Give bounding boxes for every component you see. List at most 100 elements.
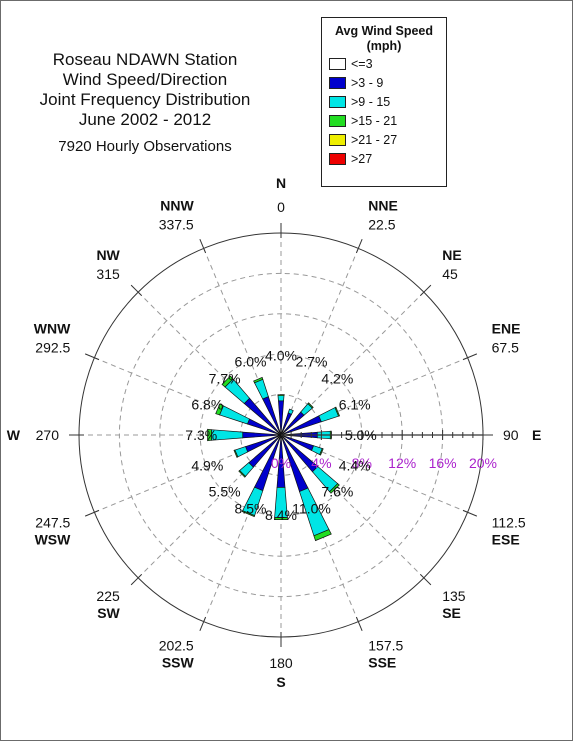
legend-label: >27 — [351, 151, 373, 166]
legend-label: >9 - 15 — [351, 94, 391, 109]
legend-swatch — [329, 57, 346, 70]
radial-tick-label: 20% — [469, 455, 497, 471]
petal-segment — [253, 376, 264, 384]
direction-abbr-label: WSW — [35, 531, 72, 547]
legend-item: >21 - 27 — [329, 130, 446, 149]
direction-percent-label: 2.7% — [296, 353, 328, 369]
direction-percent-label: 6.0% — [235, 353, 267, 369]
petal-segment — [329, 483, 340, 494]
legend-swatch — [329, 95, 346, 108]
legend-swatch — [329, 133, 346, 146]
wind-petals — [207, 375, 341, 542]
outer-tick — [199, 616, 207, 632]
outer-tick — [130, 284, 143, 297]
legend-label: >21 - 27 — [351, 132, 398, 147]
direction-percent-label: 7.7% — [209, 371, 241, 387]
direction-abbr-label: SE — [442, 605, 461, 621]
direction-degree-label: 0 — [277, 199, 285, 215]
legend-item: >3 - 9 — [329, 73, 446, 92]
legend-swatch — [329, 152, 346, 165]
direction-labels: 0 N 4.0% 22.5 NNE 2.7% 45 NE 4.2% 67.5 ENE 6.1% 90 E 5… — [7, 175, 542, 690]
legend-title-line-2: (mph) — [366, 39, 402, 53]
petal-segment — [277, 395, 285, 402]
legend-items: <=3 >3 - 9 >9 - 15 >15 - 21 >21 - 27 >27 — [322, 54, 446, 168]
legend-swatch — [329, 76, 346, 89]
direction-abbr-label: ENE — [492, 321, 521, 337]
petal-segment — [207, 428, 212, 442]
legend-label: >3 - 9 — [351, 75, 384, 90]
direction-abbr-label: NW — [96, 247, 120, 263]
direction-abbr-label: S — [276, 674, 285, 690]
radial-tick-label: 4% — [311, 455, 331, 471]
outer-tick — [84, 509, 100, 517]
direction-percent-label: 7.6% — [321, 483, 353, 499]
title-line-1: Roseau NDAWN Station — [52, 50, 238, 69]
petal-segment — [307, 402, 314, 409]
title-line-4: June 2002 - 2012 — [78, 110, 212, 129]
legend-title: Avg Wind Speed (mph) — [322, 24, 446, 54]
direction-degree-label: 337.5 — [159, 216, 194, 232]
petal-segment — [215, 403, 224, 416]
direction-degree-label: 45 — [442, 266, 458, 282]
petal-segment — [313, 529, 332, 542]
direction-degree-label: 22.5 — [368, 216, 395, 232]
radial-tick-label: 12% — [388, 455, 416, 471]
legend-label: <=3 — [351, 56, 373, 71]
direction-abbr-label: E — [532, 427, 541, 443]
direction-degree-label: 180 — [269, 655, 293, 671]
outer-tick — [199, 238, 207, 254]
direction-percent-label: 8.5% — [235, 501, 267, 517]
outer-tick — [130, 573, 143, 586]
outer-tick — [462, 353, 478, 361]
radial-axis: 0% 4% 8% 12% 16% 20% — [271, 430, 497, 471]
outer-tick — [84, 353, 100, 361]
direction-abbr-label: ESE — [492, 531, 520, 547]
title-line-3: Joint Frequency Distribution — [39, 90, 251, 109]
legend-item: >9 - 15 — [329, 92, 446, 111]
petal-segment — [277, 394, 285, 397]
direction-degree-label: 247.5 — [35, 514, 70, 530]
title-line-2: Wind Speed/Direction — [62, 70, 228, 89]
direction-percent-label: 11.0% — [292, 501, 331, 517]
outer-tick — [355, 616, 363, 632]
direction-percent-label: 5.5% — [209, 483, 241, 499]
chart-title: Roseau NDAWN Station Wind Speed/Directio… — [14, 50, 276, 157]
direction-degree-label: 157.5 — [368, 638, 403, 654]
legend-swatch — [329, 114, 346, 127]
direction-abbr-label: SW — [97, 605, 120, 621]
petal-segment — [241, 510, 256, 518]
petal-segment — [221, 375, 234, 388]
direction-percent-label: 8.4% — [265, 507, 297, 523]
radial-tick-label: 16% — [429, 455, 457, 471]
direction-degree-label: 225 — [96, 588, 120, 604]
petal-segment — [274, 517, 288, 520]
direction-degree-label: 315 — [96, 266, 120, 282]
direction-percent-label: 6.1% — [339, 396, 371, 412]
direction-degree-label: 67.5 — [492, 340, 519, 356]
direction-abbr-label: NE — [442, 247, 461, 263]
petal-segment — [233, 449, 239, 458]
direction-degree-label: 112.5 — [492, 514, 526, 530]
petal-segment — [319, 448, 324, 456]
direction-percent-label: 4.2% — [321, 371, 353, 387]
direction-degree-label: 292.5 — [35, 340, 70, 356]
direction-abbr-label: W — [7, 427, 21, 443]
petal-segment — [334, 406, 341, 417]
direction-degree-label: 202.5 — [159, 638, 194, 654]
direction-percent-label: 6.8% — [191, 396, 223, 412]
direction-percent-label: 4.9% — [191, 458, 223, 474]
chart-subtitle: 7920 Hourly Observations — [58, 138, 232, 155]
direction-abbr-label: SSW — [162, 655, 195, 671]
outer-tick — [419, 573, 432, 586]
direction-percent-label: 7.3% — [185, 427, 217, 443]
direction-degree-label: 135 — [442, 588, 466, 604]
legend: Avg Wind Speed (mph) <=3 >3 - 9 >9 - 15 >15… — [321, 17, 447, 187]
legend-item: <=3 — [329, 54, 446, 73]
direction-abbr-label: WNW — [34, 321, 71, 337]
petal-segment — [219, 405, 250, 425]
direction-percent-label: 4.0% — [265, 347, 297, 363]
direction-percent-label: 4.4% — [339, 458, 371, 474]
direction-degree-label: 90 — [503, 427, 519, 443]
